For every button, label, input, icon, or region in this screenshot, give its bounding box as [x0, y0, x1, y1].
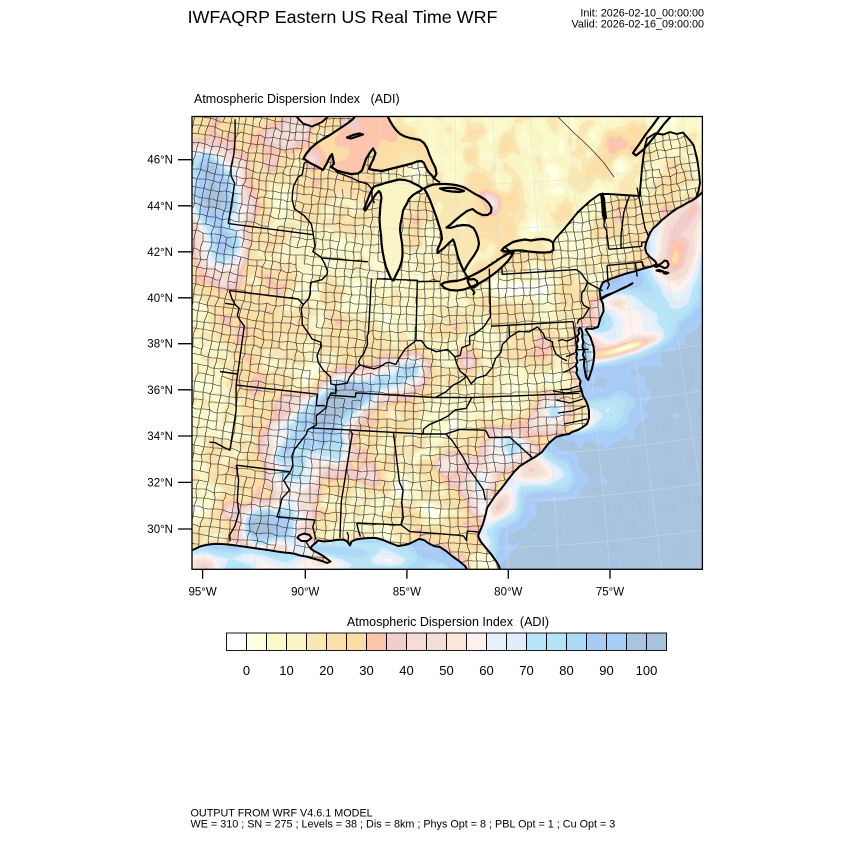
svg-text:50: 50 — [439, 663, 453, 678]
svg-text:IWFAQRP Eastern US Real Time W: IWFAQRP Eastern US Real Time WRF — [188, 7, 498, 27]
svg-text:WE = 310 ; SN = 275 ; Levels =: WE = 310 ; SN = 275 ; Levels = 38 ; Dis … — [191, 819, 616, 831]
svg-text:20: 20 — [319, 663, 333, 678]
svg-text:100: 100 — [636, 663, 658, 678]
svg-text:60: 60 — [479, 663, 493, 678]
svg-text:10: 10 — [279, 663, 293, 678]
svg-text:95°W: 95°W — [188, 586, 216, 598]
svg-text:90: 90 — [599, 663, 613, 678]
svg-text:Atmospheric Dispersion Index: Atmospheric Dispersion Index (ADI) — [194, 92, 400, 106]
svg-text:36°N: 36°N — [147, 385, 173, 397]
svg-text:30: 30 — [359, 663, 373, 678]
svg-text:80°W: 80°W — [494, 586, 522, 598]
svg-text:Atmospheric Dispersion Index: Atmospheric Dispersion Index (ADI) — [347, 615, 549, 629]
svg-text:40°N: 40°N — [147, 293, 173, 305]
svg-text:85°W: 85°W — [393, 586, 421, 598]
svg-text:30°N: 30°N — [147, 524, 173, 536]
svg-text:42°N: 42°N — [147, 247, 173, 259]
svg-text:38°N: 38°N — [147, 339, 173, 351]
svg-text:75°W: 75°W — [596, 586, 624, 598]
svg-text:32°N: 32°N — [147, 477, 173, 489]
svg-text:44°N: 44°N — [147, 201, 173, 213]
svg-text:0: 0 — [243, 663, 250, 678]
svg-text:Valid: 2026-02-16_09:00:00: Valid: 2026-02-16_09:00:00 — [572, 19, 704, 31]
svg-text:80: 80 — [559, 663, 573, 678]
svg-text:OUTPUT FROM WRF V4.6.1 MODEL: OUTPUT FROM WRF V4.6.1 MODEL — [191, 808, 373, 820]
svg-text:46°N: 46°N — [147, 155, 173, 167]
svg-text:70: 70 — [519, 663, 533, 678]
svg-text:34°N: 34°N — [147, 431, 173, 443]
svg-text:Init: 2026-02-10_00:00:00: Init: 2026-02-10_00:00:00 — [580, 8, 704, 20]
svg-text:40: 40 — [399, 663, 413, 678]
svg-text:90°W: 90°W — [291, 586, 319, 598]
